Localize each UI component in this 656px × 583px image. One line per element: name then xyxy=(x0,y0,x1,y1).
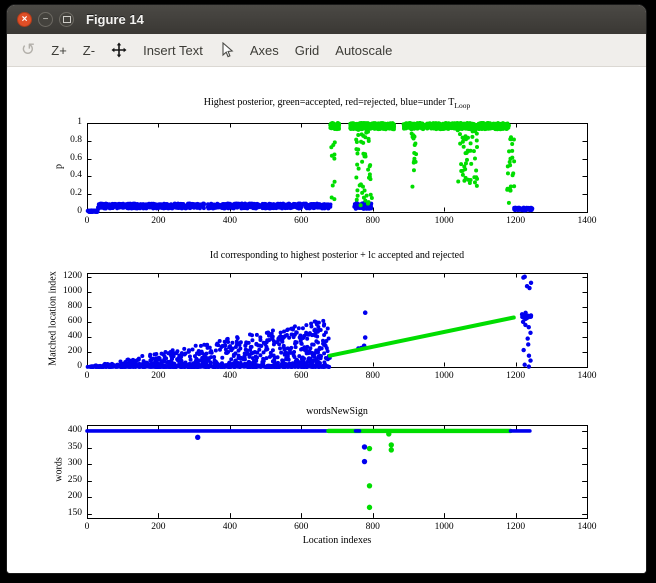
autoscale-button[interactable]: Autoscale xyxy=(335,42,393,58)
tick-label: 1000 xyxy=(63,285,82,296)
tick-label: 400 xyxy=(67,330,82,341)
tick-label: 600 xyxy=(294,371,309,381)
tick-label: 200 xyxy=(151,522,166,532)
tick-label: 1400 xyxy=(577,371,597,381)
tick-label: 0 xyxy=(84,522,90,532)
tick-label: 0 xyxy=(77,361,82,371)
tick-label: 800 xyxy=(67,300,82,311)
plots-canvas[interactable] xyxy=(7,67,646,573)
figure-window: × − Figure 14 ↺ Z+ Z- Insert Text Axes G… xyxy=(7,5,646,573)
tick-label: 0 xyxy=(84,371,90,381)
pan-icon xyxy=(111,42,127,58)
tick-label: 400 xyxy=(222,371,237,381)
tick-label: 1200 xyxy=(63,270,82,281)
plot3-title: wordsNewSign xyxy=(306,406,368,417)
insert-text-button[interactable]: Insert Text xyxy=(143,42,203,58)
tick-label: 600 xyxy=(294,216,309,226)
tick-label: 1200 xyxy=(506,216,526,226)
tick-label: 1200 xyxy=(506,522,526,532)
tick-label: 350 xyxy=(67,441,82,452)
titlebar[interactable]: × − Figure 14 xyxy=(7,5,646,34)
tick-label: 150 xyxy=(67,508,82,518)
rotate-button[interactable]: ↺ xyxy=(21,40,35,60)
tick-label: 300 xyxy=(67,458,82,469)
tick-label: 600 xyxy=(294,522,309,532)
tick-label: 400 xyxy=(222,216,237,226)
tick-label: 1000 xyxy=(434,522,454,532)
rotate-icon: ↺ xyxy=(21,40,36,60)
tick-label: 200 xyxy=(151,371,166,381)
tick-label: 1000 xyxy=(434,371,454,381)
plot3-ylabel: words xyxy=(53,457,65,482)
tick-label: 0 xyxy=(84,216,90,226)
plot1-title: Highest posterior, green=accepted, red=r… xyxy=(203,97,471,110)
close-button[interactable]: × xyxy=(17,12,32,27)
tick-label: 1400 xyxy=(577,522,597,532)
window-title: Figure 14 xyxy=(86,12,144,27)
tick-label: 200 xyxy=(67,345,82,356)
zoom-in-button[interactable]: Z+ xyxy=(51,42,67,58)
tick-label: 1000 xyxy=(434,216,454,226)
grid-button[interactable]: Grid xyxy=(294,42,320,58)
tick-label: 400 xyxy=(67,424,82,435)
minimize-button[interactable]: − xyxy=(38,12,53,27)
maximize-button[interactable] xyxy=(59,12,74,27)
tick-label: 200 xyxy=(151,216,166,226)
plot3-xlabel: Location indexes xyxy=(302,535,372,546)
maximize-icon xyxy=(62,16,71,23)
plot2-title: Id corresponding to highest posterior + … xyxy=(209,250,465,261)
tick-label: 0.4 xyxy=(70,170,82,181)
pan-button[interactable] xyxy=(111,42,127,58)
tick-label: 800 xyxy=(365,522,380,532)
tick-label: 250 xyxy=(67,474,82,485)
tick-label: 0.6 xyxy=(70,152,82,163)
zoom-out-button[interactable]: Z- xyxy=(82,42,96,58)
tick-label: 600 xyxy=(67,315,82,326)
tick-label: 800 xyxy=(365,371,380,381)
tick-label: 0.2 xyxy=(70,188,82,199)
axes-button[interactable]: Axes xyxy=(249,42,279,58)
tick-label: 1400 xyxy=(577,216,597,226)
tick-label: 200 xyxy=(67,491,82,502)
tick-label: 400 xyxy=(222,522,237,532)
tick-label: 800 xyxy=(365,216,380,226)
pointer-icon xyxy=(222,42,234,58)
tick-label: 1 xyxy=(77,117,82,127)
pointer-button[interactable] xyxy=(219,42,234,58)
tick-label: 1200 xyxy=(506,371,526,381)
tick-label: 0 xyxy=(77,206,82,216)
tick-label: 0.8 xyxy=(70,134,82,145)
toolbar: ↺ Z+ Z- Insert Text Axes Grid Autoscale xyxy=(7,34,646,67)
figure-canvas-area: Highest posterior, green=accepted, red=r… xyxy=(7,67,646,573)
